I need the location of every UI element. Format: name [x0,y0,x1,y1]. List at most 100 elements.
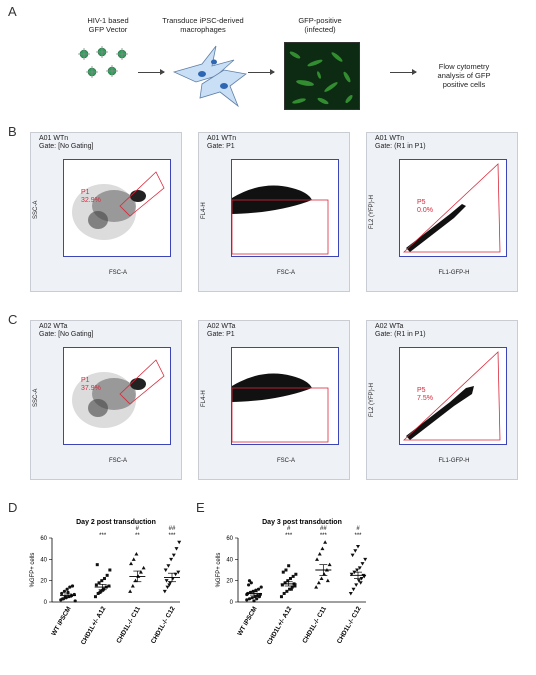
data-point [350,553,355,558]
data-point [282,591,286,595]
data-point [317,552,322,556]
data-point [62,589,66,593]
data-point [164,579,169,583]
facs-plot-b3: A01 WTn Gate: (R1 in P1) P5 0.0% FL2 (YFP)… [366,132,518,292]
significance-star: *** [285,533,293,539]
facs-plot-c2: A02 WTa Gate: P1 FL4-H FSC-A [198,320,350,480]
data-point [288,577,292,581]
data-point [259,585,263,589]
facs-title: A01 WTn [375,135,405,142]
data-point [70,584,75,588]
significance-star: *** [99,533,107,539]
data-point [102,577,106,581]
facs-ylabel: FL4-H [201,390,207,407]
facs-plot-c3: A02 WTa Gate: (R1 in P1) P5 7.5% FL2 (YFP)… [366,320,518,480]
significance-hash: # [356,526,360,532]
gate-name: P5 [417,387,426,394]
panel-label-a: A [8,4,17,19]
data-point [138,570,143,574]
data-point [177,540,182,545]
y-tick-label: 40 [40,557,47,563]
workflow-arrow-3 [390,69,417,75]
data-point [108,568,112,572]
data-point [247,583,251,587]
significance-hash: ## [320,526,327,532]
data-point [325,578,330,583]
data-point [176,570,181,575]
significance-star: ** [135,533,140,539]
data-point [316,580,321,585]
data-point [247,579,252,583]
category-label: CHD1L+/- A12 [80,605,108,646]
facs-gate: Gate: (R1 in P1) [375,143,426,150]
data-point [247,597,252,601]
facs-plot-b1: A01 WTn Gate: [No Gating] P1 32.9% SSC-A F… [30,132,182,292]
data-point [355,568,360,572]
data-point [174,547,179,551]
workflow-step-flow: Flow cytometry analysis of GFP positive … [437,62,491,89]
data-point [105,573,109,577]
data-point [167,583,172,587]
workflow-step-vector: HIV-1 based GFP Vector [87,16,129,34]
gfp-microscopy-image [284,42,360,110]
y-tick-label: 40 [226,557,233,563]
data-point [315,557,320,561]
data-point [94,583,98,587]
facs-gate: Gate: P1 [207,331,235,338]
facs-xlabel: FL1-GFP-H [438,270,470,276]
data-point [290,585,294,589]
data-point [68,585,72,589]
data-point [249,581,253,585]
category-label: WT iPSCM [236,606,258,638]
scatter-chart-day3: Day 3 post transduction 0 20 40 60 %GFP+ cell… [216,519,368,646]
data-point [141,565,146,570]
data-point [173,572,178,577]
facs-gate: Gate: [No Gating] [39,143,94,150]
facs-xlabel: FSC-A [109,458,127,464]
data-point [250,596,254,600]
data-point [280,583,284,587]
category-label: WT iPSCM [50,606,72,638]
virus-icon [78,46,128,78]
data-point [284,568,288,572]
facs-ylabel: FL4-H [201,202,207,219]
data-point [363,557,368,562]
significance-hash: ## [169,526,176,532]
workflow-step-gfp: GFP-positive (infected) [298,16,342,34]
data-point [319,576,324,581]
data-point [252,599,256,603]
facs-row-b: A01 WTn Gate: [No Gating] P1 32.9% SSC-A F… [20,132,530,292]
macrophage-icon [172,45,247,108]
data-point [129,561,134,566]
data-point [349,572,354,577]
data-point [96,591,100,595]
data-point [291,574,295,578]
data-point [254,588,258,592]
facs-ylabel: SSC-A [33,388,39,407]
facs-xlabel: FL1-GFP-H [438,458,470,464]
data-point [171,553,176,558]
gate-name: P1 [81,377,90,384]
facs-xlabel: FSC-A [277,458,295,464]
data-point [353,549,358,553]
y-tick-label: 60 [40,536,47,542]
facs-title: A02 WTa [39,323,68,330]
significance-star: *** [168,533,176,539]
data-point [288,587,292,591]
y-tick-label: 20 [226,579,233,585]
workflow-arrow-2 [248,69,275,75]
data-point [287,564,291,568]
category-label: CHD1L-/- C12 [150,605,177,645]
facs-xlabel: FSC-A [109,270,127,276]
gate-value: 7.5% [417,395,433,402]
y-tick-label: 60 [226,536,233,542]
panel-label-d: D [8,500,18,515]
data-point [289,587,293,591]
data-point [257,595,261,599]
data-point [93,595,97,599]
data-point [133,578,138,583]
facs-ylabel: FL2 (YFP)-H [369,382,375,417]
data-point [356,545,360,549]
scatter-chart-day2: Day 2 post transduction 0 20 40 60 %GFP+ cell… [30,519,182,646]
facs-gate: Gate: P1 [207,143,235,150]
